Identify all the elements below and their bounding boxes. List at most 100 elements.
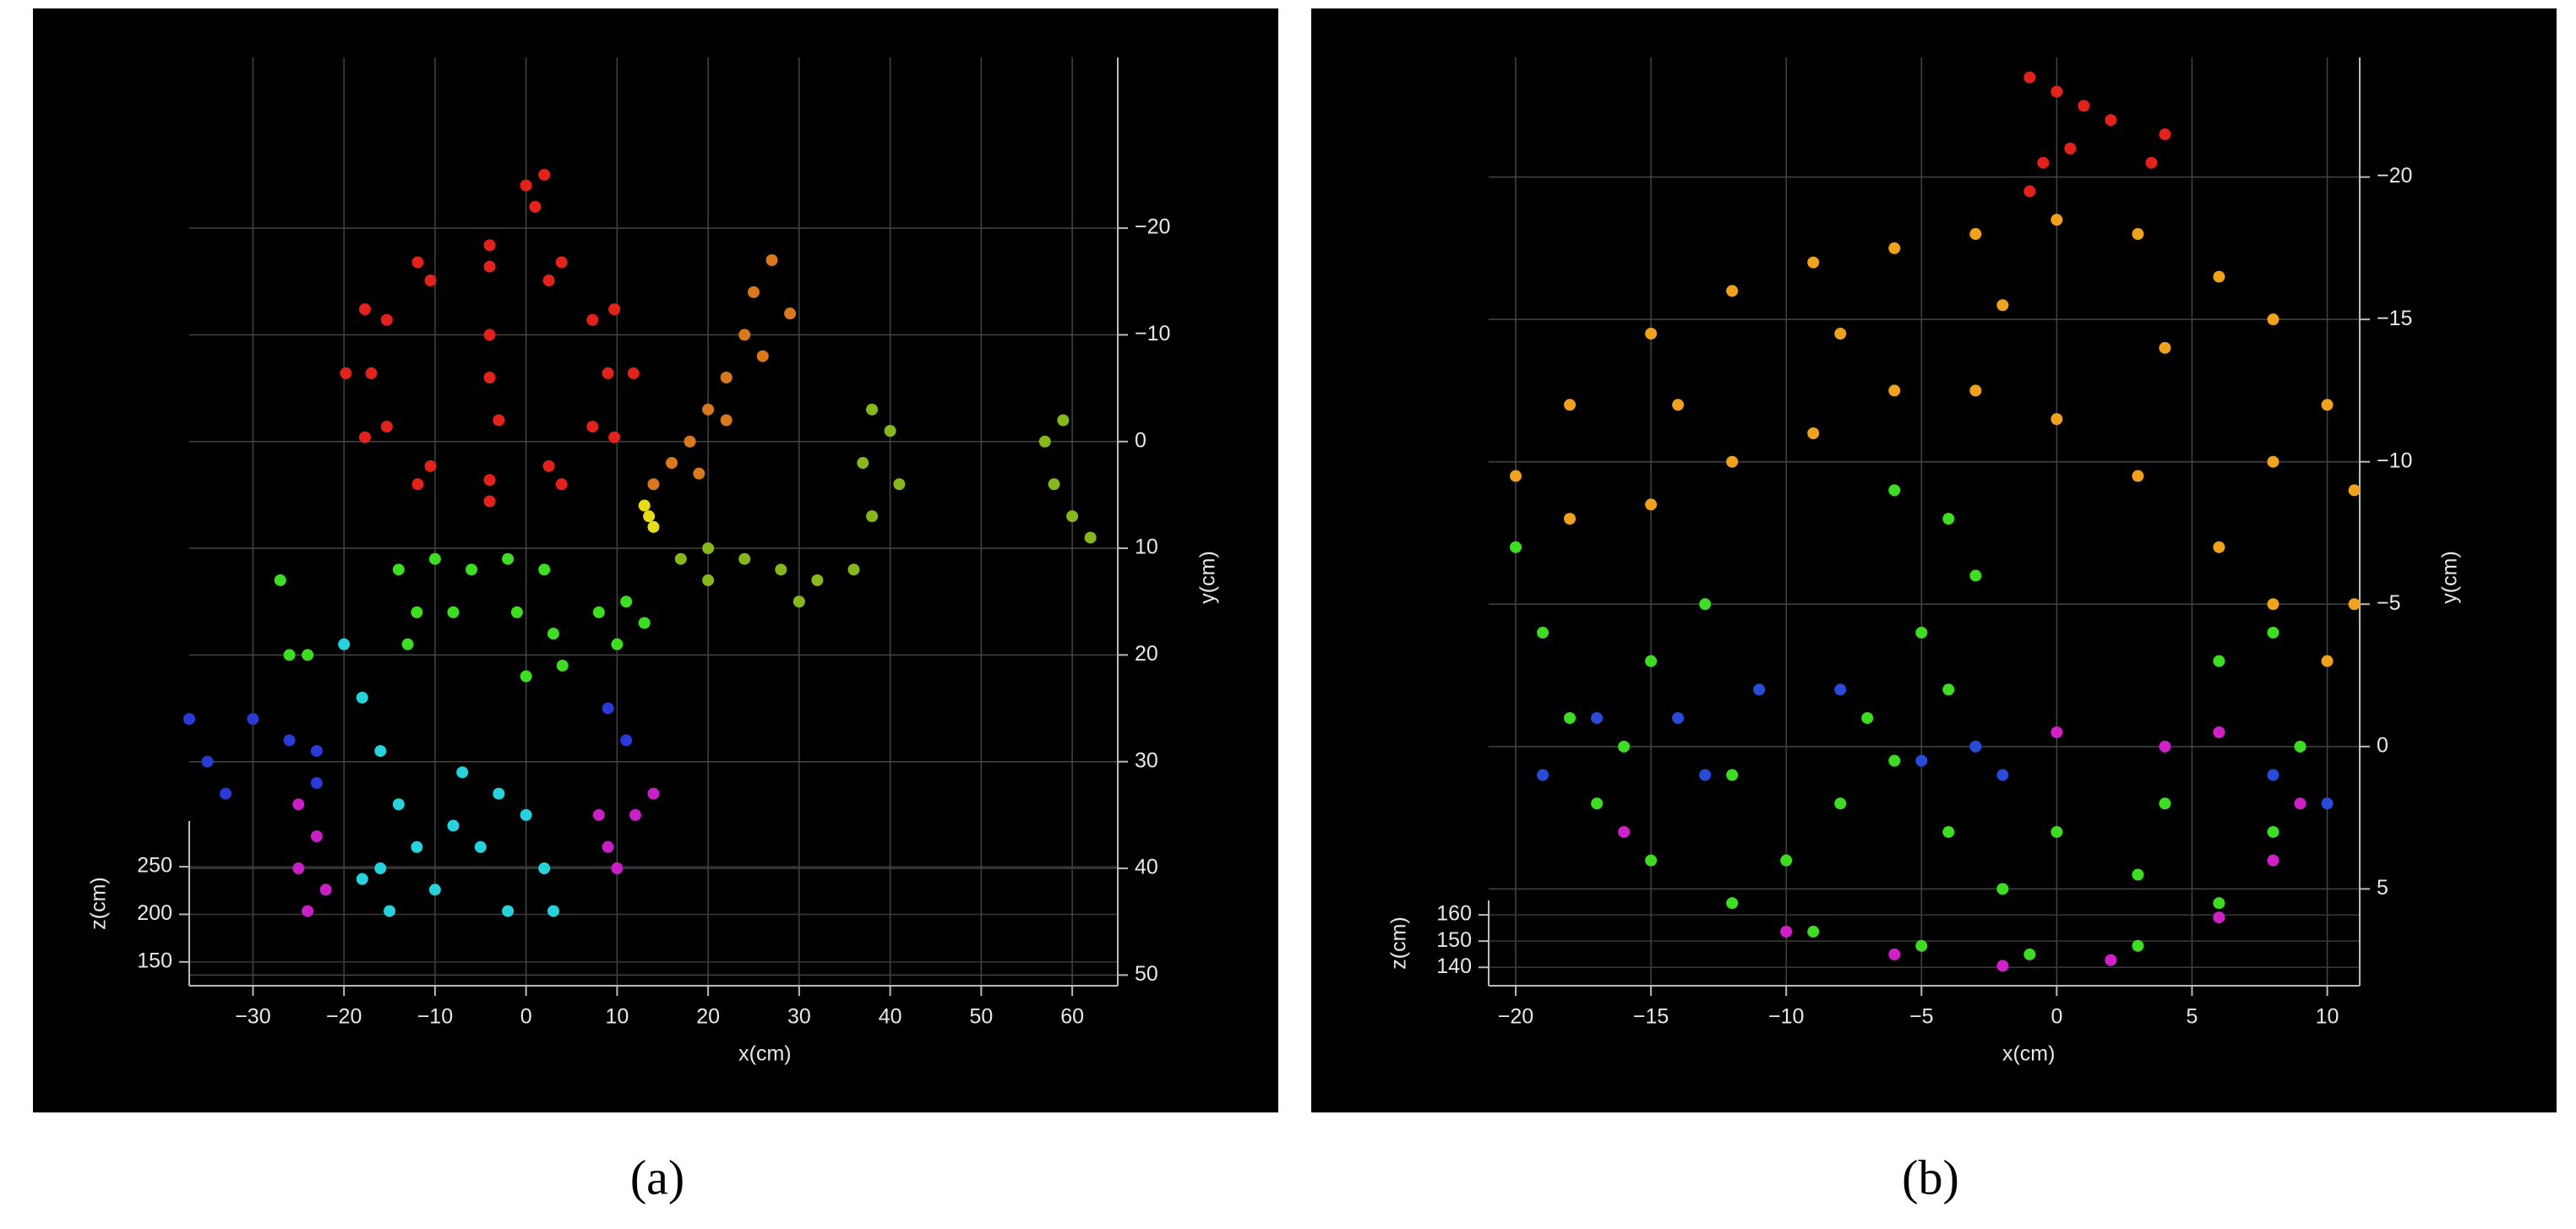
point: [2213, 541, 2225, 553]
panel-label: (a): [630, 1150, 684, 1205]
point: [556, 660, 569, 672]
point: [2213, 911, 2225, 924]
point: [401, 638, 414, 650]
point: [1969, 228, 1982, 241]
point: [1753, 683, 1766, 696]
point: [447, 606, 460, 618]
point: [1780, 854, 1793, 867]
point: [1834, 683, 1847, 696]
point: [183, 713, 195, 726]
point: [2050, 413, 2063, 426]
point: [2050, 825, 2063, 838]
point: [647, 520, 660, 533]
point: [1066, 510, 1079, 523]
point: [220, 787, 232, 800]
point: [2267, 854, 2279, 867]
point: [866, 510, 879, 523]
y-axis-label: y(cm): [2438, 551, 2462, 603]
point: [1699, 769, 1712, 781]
x-tick-label: 10: [2316, 1005, 2339, 1029]
point: [1645, 854, 1658, 867]
point: [374, 745, 387, 758]
point: [586, 313, 599, 326]
point: [1048, 478, 1060, 491]
point: [1564, 513, 1577, 525]
z-tick-label: 250: [137, 854, 172, 878]
z-tick-label: 150: [137, 949, 172, 972]
point: [775, 563, 787, 576]
y-tick-label: −5: [2377, 591, 2401, 615]
point: [702, 542, 715, 555]
x-tick-label: 5: [2187, 1005, 2198, 1029]
point: [811, 574, 824, 586]
point: [1834, 328, 1847, 340]
point: [1861, 712, 1874, 725]
point: [411, 606, 423, 618]
point: [310, 830, 323, 843]
point: [638, 499, 651, 512]
point: [538, 862, 551, 875]
point: [411, 840, 423, 853]
y-tick-label: −20: [2377, 164, 2412, 188]
point: [1510, 470, 1522, 482]
point: [1537, 626, 1549, 639]
point: [1726, 285, 1739, 297]
point: [1057, 414, 1070, 427]
point: [2159, 797, 2171, 810]
x-tick-label: 30: [787, 1005, 811, 1029]
point: [283, 649, 296, 661]
point: [586, 421, 599, 433]
y-tick-label: −15: [2377, 307, 2412, 330]
point: [493, 414, 505, 427]
point: [424, 460, 437, 472]
point: [1645, 328, 1658, 340]
point: [447, 819, 460, 832]
point: [483, 239, 496, 252]
point: [292, 798, 305, 811]
point: [1942, 683, 1955, 696]
point: [2064, 142, 2077, 155]
point: [1969, 740, 1982, 753]
point: [611, 862, 624, 875]
y-tick-label: 0: [2377, 733, 2388, 757]
point: [647, 478, 660, 491]
point: [2159, 128, 2171, 141]
point: [1888, 484, 1901, 497]
x-tick-label: 10: [605, 1005, 629, 1029]
point: [380, 313, 393, 326]
point: [538, 168, 551, 181]
y-axis-label: y(cm): [1196, 551, 1220, 603]
point: [1888, 948, 1901, 960]
point: [392, 563, 405, 576]
point: [647, 787, 660, 800]
point: [547, 628, 559, 640]
point: [592, 606, 605, 618]
point: [2294, 797, 2306, 810]
point: [502, 552, 515, 565]
point: [365, 367, 378, 379]
point: [1672, 712, 1685, 725]
point: [274, 574, 286, 586]
x-tick-label: −15: [1633, 1005, 1669, 1029]
point: [2267, 626, 2279, 639]
point: [356, 873, 368, 885]
point: [384, 905, 396, 917]
x-tick-label: 20: [696, 1005, 720, 1029]
point: [1996, 769, 2009, 781]
point: [1888, 384, 1901, 397]
point: [1591, 797, 1604, 810]
point: [1591, 712, 1604, 725]
point: [2159, 341, 2171, 354]
point: [247, 713, 259, 726]
point: [611, 638, 624, 650]
point: [608, 431, 621, 443]
point: [1726, 455, 1739, 468]
point: [1780, 925, 1793, 938]
point: [2321, 797, 2334, 810]
point: [2348, 598, 2361, 611]
point: [428, 884, 441, 896]
point: [756, 350, 769, 362]
point: [358, 431, 371, 443]
x-tick-label: 50: [969, 1005, 993, 1029]
point: [466, 563, 478, 576]
